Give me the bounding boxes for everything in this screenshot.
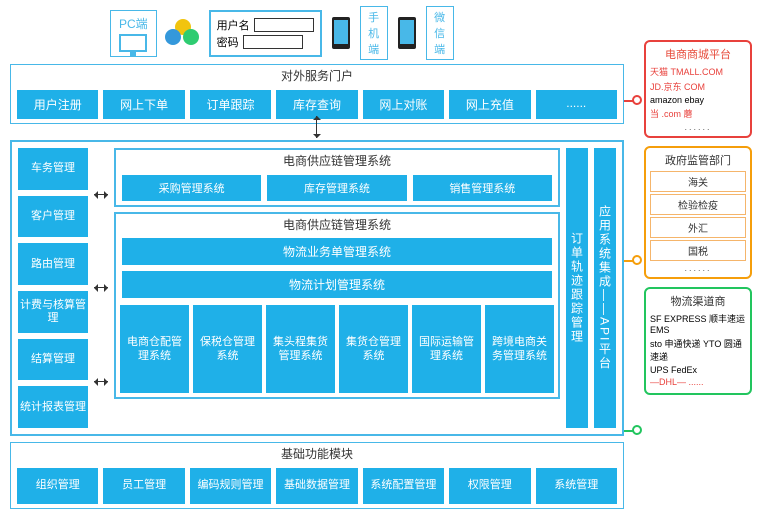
left-item[interactable]: 车务管理 [18, 148, 88, 190]
dot-green [632, 425, 642, 435]
arrow-h [94, 287, 108, 288]
base-item[interactable]: 编码规则管理 [190, 468, 271, 504]
gov-item: 海关 [650, 171, 746, 192]
arrow-h [94, 194, 108, 195]
username-label: 用户名 [217, 17, 250, 33]
panel-title: 电商商城平台 [650, 46, 746, 62]
base-item[interactable]: 权限管理 [449, 468, 530, 504]
base-item[interactable]: 员工管理 [103, 468, 184, 504]
ecommerce-panel: 电商商城平台 天猫 TMALL.COM JD.京东 COM amazon eba… [644, 40, 752, 138]
right-external-panels: 电商商城平台 天猫 TMALL.COM JD.京东 COM amazon eba… [644, 40, 752, 395]
pc-label: PC端 [119, 15, 148, 32]
left-item[interactable]: 统计报表管理 [18, 386, 88, 428]
logistics-item[interactable]: 集货仓管理系统 [339, 305, 408, 393]
dots: ...... [650, 122, 746, 132]
login-box: 用户名 密码 [209, 10, 322, 57]
portal-item[interactable]: 网上对账 [363, 90, 444, 119]
arrow-col [94, 148, 108, 428]
username-input[interactable] [254, 18, 314, 32]
logo-sto-yto: sto 申通快递 YTO 圆通速递 [650, 337, 746, 363]
gov-item: 国税 [650, 240, 746, 261]
monitor-icon [119, 34, 147, 52]
supply-title: 电商供应链管理系统 [116, 150, 558, 171]
phone-icon [332, 17, 350, 49]
portal-item[interactable]: 网上下单 [103, 90, 184, 119]
mid-systems: 电商供应链管理系统 采购管理系统 库存管理系统 销售管理系统 电商供应链管理系统… [114, 148, 560, 428]
logistics-item[interactable]: 跨境电商关务管理系统 [485, 305, 554, 393]
panel-title: 物流渠道商 [650, 293, 746, 309]
portal-item: ...... [536, 90, 617, 119]
logo-ups-fedex: UPS FedEx [650, 365, 746, 375]
logistics-panel: 物流渠道商 SF EXPRESS 顺丰速运 EMS sto 申通快递 YTO 圆… [644, 287, 752, 395]
phone-icon [398, 17, 416, 49]
dots: ...... [650, 263, 746, 273]
base-item[interactable]: 系统管理 [536, 468, 617, 504]
portal-title: 对外服务门户 [11, 65, 623, 86]
logistics-bar-1[interactable]: 物流业务单管理系统 [122, 238, 552, 265]
left-item[interactable]: 计费与核算管理 [18, 291, 88, 333]
base-item[interactable]: 系统配置管理 [363, 468, 444, 504]
api-platform-vert[interactable]: 应用系统集成——API平台 [594, 148, 616, 428]
pc-client-box: PC端 [110, 10, 157, 57]
wechat-client-box: 微信端 [426, 6, 454, 60]
logo-dangdang: 当 .com 蘑 [650, 107, 746, 120]
password-label: 密码 [217, 34, 239, 50]
users-icon [165, 17, 201, 49]
logistics-item[interactable]: 电商仓配管理系统 [120, 305, 189, 393]
logistics-bar-2[interactable]: 物流计划管理系统 [122, 271, 552, 298]
supply-title-2: 电商供应链管理系统 [116, 214, 558, 235]
dot-red [632, 95, 642, 105]
supply-item[interactable]: 库存管理系统 [267, 175, 406, 201]
dot-orange [632, 255, 642, 265]
logistics-item[interactable]: 集头程集货管理系统 [266, 305, 335, 393]
logistics-item[interactable]: 国际运输管理系统 [412, 305, 481, 393]
supply-item[interactable]: 采购管理系统 [122, 175, 261, 201]
supply-item[interactable]: 销售管理系统 [413, 175, 552, 201]
gov-panel: 政府监管部门 海关 检验检疫 外汇 国税 ...... [644, 146, 752, 279]
supply-chain-box-1: 电商供应链管理系统 采购管理系统 库存管理系统 销售管理系统 [114, 148, 560, 207]
logo-sf-ems: SF EXPRESS 顺丰速运 EMS [650, 312, 746, 335]
portal-item[interactable]: 用户注册 [17, 90, 98, 119]
supply-chain-box-2: 电商供应链管理系统 物流业务单管理系统 物流计划管理系统 电商仓配管理系统 保税… [114, 212, 560, 399]
gov-item: 外汇 [650, 217, 746, 238]
portal-item[interactable]: 网上充值 [449, 90, 530, 119]
portal-item[interactable]: 订单跟踪 [190, 90, 271, 119]
mobile-client-box: 手机端 [360, 6, 388, 60]
bottom-base-box: 基础功能模块 组织管理 员工管理 编码规则管理 基础数据管理 系统配置管理 权限… [10, 442, 624, 509]
logo-dhl: —DHL— ...... [650, 377, 746, 387]
order-track-vert[interactable]: 订单轨迹跟踪管理 [566, 148, 588, 428]
left-item[interactable]: 客户管理 [18, 196, 88, 238]
logo-jd: JD.京东 COM [650, 80, 746, 93]
logistics-item[interactable]: 保税仓管理系统 [193, 305, 262, 393]
password-input[interactable] [243, 35, 303, 49]
left-item[interactable]: 路由管理 [18, 243, 88, 285]
arrow-vertical [316, 116, 317, 138]
arrow-h [94, 381, 108, 382]
main-systems-box: 车务管理 客户管理 路由管理 计费与核算管理 结算管理 统计报表管理 电商供应链… [10, 140, 624, 436]
top-clients-row: PC端 用户名 密码 手机端 微信端 [110, 6, 454, 60]
base-item[interactable]: 组织管理 [17, 468, 98, 504]
logo-tmall: 天猫 TMALL.COM [650, 65, 746, 78]
bottom-title: 基础功能模块 [11, 443, 623, 464]
left-item[interactable]: 结算管理 [18, 339, 88, 381]
left-management-col: 车务管理 客户管理 路由管理 计费与核算管理 结算管理 统计报表管理 [18, 148, 88, 428]
panel-title: 政府监管部门 [650, 152, 746, 168]
base-item[interactable]: 基础数据管理 [276, 468, 357, 504]
gov-item: 检验检疫 [650, 194, 746, 215]
logo-amazon-ebay: amazon ebay [650, 95, 746, 105]
